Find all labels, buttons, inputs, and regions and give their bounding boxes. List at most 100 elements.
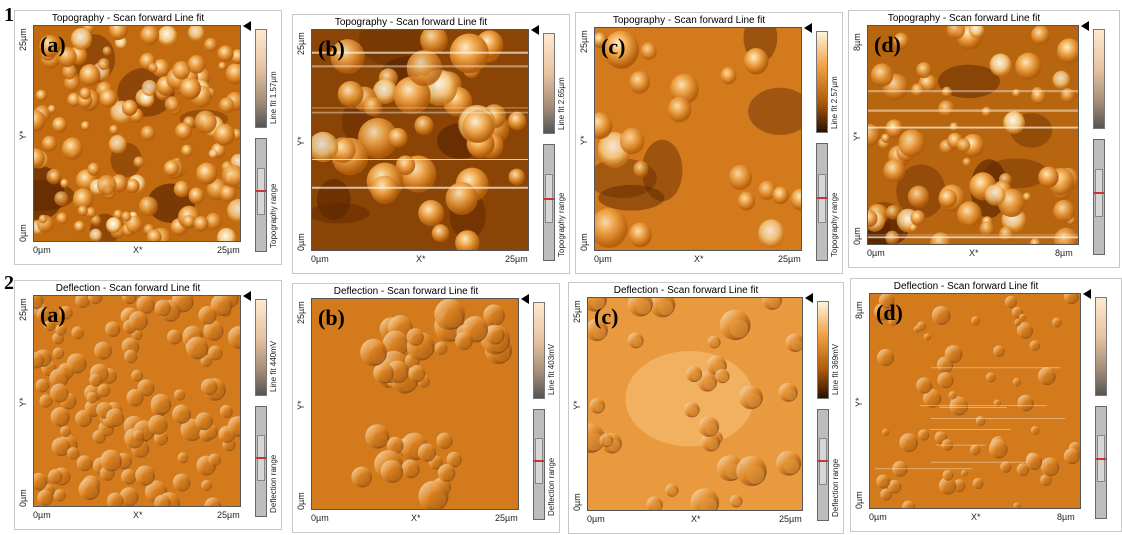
y-axis-top-label: 8µm — [852, 33, 862, 51]
range-indicator — [816, 143, 828, 261]
afm-scan-image: (b) — [311, 298, 519, 510]
color-scale-bar — [816, 31, 828, 133]
x-axis-mid-label: X* — [133, 245, 143, 255]
scan-line-marker-icon — [1081, 21, 1089, 31]
y-axis-mid-label: Y* — [296, 136, 306, 146]
color-scale-bar — [1093, 29, 1105, 129]
y-axis-mid-label: Y* — [854, 397, 864, 407]
range-indicator — [543, 144, 555, 261]
color-scale-bar — [1095, 297, 1107, 396]
color-scale-bar — [255, 299, 267, 396]
y-axis-bottom-label: 0µm — [572, 493, 582, 511]
x-axis-left-label: 0µm — [311, 254, 329, 264]
x-axis-left-label: 0µm — [594, 254, 612, 264]
x-axis-mid-label: X* — [694, 254, 704, 264]
color-scale-label: Line fit 1.57µm — [269, 71, 278, 124]
afm-panel-2-b: Deflection - Scan forward Line fit (b) 25µ… — [292, 283, 560, 533]
range-label: Deflection range — [831, 458, 840, 517]
panel-title: Topography - Scan forward Line fit — [334, 17, 488, 28]
y-axis-mid-label: Y* — [296, 400, 306, 410]
y-axis-top-label: 25µm — [18, 28, 28, 51]
afm-scan-image: (c) — [594, 27, 802, 251]
range-label: Deflection range — [269, 454, 278, 513]
panel-title: Topography - Scan forward Line fit — [887, 13, 1041, 24]
y-axis-top-label: 25µm — [296, 32, 306, 55]
x-axis-right-label: 25µm — [778, 254, 801, 264]
x-axis-right-label: 25µm — [217, 245, 240, 255]
color-scale-bar — [533, 302, 545, 399]
scan-line-marker-icon — [243, 21, 251, 31]
panel-title: Topography - Scan forward Line fit — [51, 13, 205, 24]
y-axis-bottom-label: 0µm — [854, 491, 864, 509]
range-label: Topography range — [269, 183, 278, 249]
x-axis-right-label: 8µm — [1055, 248, 1073, 258]
afm-panel-1-a: Topography - Scan forward Line fit (a) 25µ… — [14, 10, 282, 265]
y-axis-top-label: 25µm — [572, 300, 582, 323]
y-axis-top-label: 25µm — [579, 30, 589, 53]
x-axis-right-label: 25µm — [505, 254, 528, 264]
y-axis-mid-label: Y* — [18, 397, 28, 407]
afm-scan-image: (b) — [311, 29, 529, 251]
range-label: Topography range — [830, 192, 839, 258]
panel-letter: (a) — [40, 32, 66, 57]
y-axis-top-label: 25µm — [18, 298, 28, 321]
color-scale-label: Line fit 403mV — [547, 343, 556, 395]
y-axis-mid-label: Y* — [18, 129, 28, 140]
range-label: Topography range — [557, 192, 566, 258]
panel-letter: (b) — [318, 36, 345, 61]
range-indicator — [255, 406, 267, 517]
panel-letter: (b) — [318, 305, 345, 330]
panel-letter: (d) — [874, 32, 901, 57]
range-indicator — [1093, 139, 1105, 255]
panel-letter: (d) — [876, 300, 903, 325]
x-axis-mid-label: X* — [691, 514, 701, 524]
color-scale-label: Line fit 369mV — [831, 343, 840, 395]
y-axis-bottom-label: 0µm — [296, 233, 306, 251]
afm-scan-image: (a) — [33, 295, 241, 507]
panel-title: Topography - Scan forward Line fit — [612, 15, 766, 26]
panel-title: Deflection - Scan forward Line fit — [893, 281, 1039, 292]
x-axis-left-label: 0µm — [33, 245, 51, 255]
y-axis-mid-label: Y* — [579, 135, 589, 145]
afm-panel-2-c: Deflection - Scan forward Line fit (c) 25µ… — [568, 282, 844, 534]
x-axis-left-label: 0µm — [867, 248, 885, 258]
color-scale-bar — [817, 301, 829, 399]
color-scale-label: Line fit 2.57µm — [830, 76, 839, 129]
x-axis-mid-label: X* — [411, 513, 421, 523]
y-axis-bottom-label: 0µm — [18, 224, 28, 242]
scan-line-marker-icon — [804, 23, 812, 33]
afm-scan-image: (c) — [587, 297, 803, 511]
afm-scan-image: (a) — [33, 25, 241, 242]
x-axis-mid-label: X* — [971, 512, 981, 522]
afm-scan-image: (d) — [867, 25, 1079, 245]
color-scale-label: Line fit 2.65µm — [557, 77, 566, 130]
color-scale-label: Line fit 440mV — [269, 340, 278, 392]
afm-panel-2-a: Deflection - Scan forward Line fit (a) 25µ… — [14, 280, 282, 530]
panel-letter: (c) — [601, 34, 626, 59]
panel-title: Deflection - Scan forward Line fit — [613, 285, 759, 296]
scan-line-marker-icon — [243, 291, 251, 301]
panel-title: Deflection - Scan forward Line fit — [55, 283, 201, 294]
row-number-1: 1 — [4, 4, 14, 26]
y-axis-bottom-label: 0µm — [852, 227, 862, 245]
afm-panel-2-d: Deflection - Scan forward Line fit (d) 8µm… — [850, 278, 1122, 532]
y-axis-bottom-label: 0µm — [18, 489, 28, 507]
range-indicator — [1095, 406, 1107, 519]
y-axis-mid-label: Y* — [572, 400, 582, 410]
afm-panel-1-b: Topography - Scan forward Line fit (b) 25µ… — [292, 14, 570, 274]
x-axis-left-label: 0µm — [869, 512, 887, 522]
range-indicator — [533, 409, 545, 520]
afm-panel-1-c: Topography - Scan forward Line fit (c) 25µ… — [575, 12, 843, 274]
row-number-2: 2 — [4, 272, 14, 294]
x-axis-mid-label: X* — [133, 510, 143, 520]
scan-line-marker-icon — [805, 293, 813, 303]
x-axis-left-label: 0µm — [587, 514, 605, 524]
scan-line-marker-icon — [531, 25, 539, 35]
y-axis-mid-label: Y* — [852, 131, 862, 141]
color-scale-bar — [543, 33, 555, 134]
x-axis-left-label: 0µm — [311, 513, 329, 523]
x-axis-left-label: 0µm — [33, 510, 51, 520]
y-axis-top-label: 8µm — [854, 301, 864, 319]
x-axis-mid-label: X* — [416, 254, 426, 264]
x-axis-mid-label: X* — [969, 248, 979, 258]
